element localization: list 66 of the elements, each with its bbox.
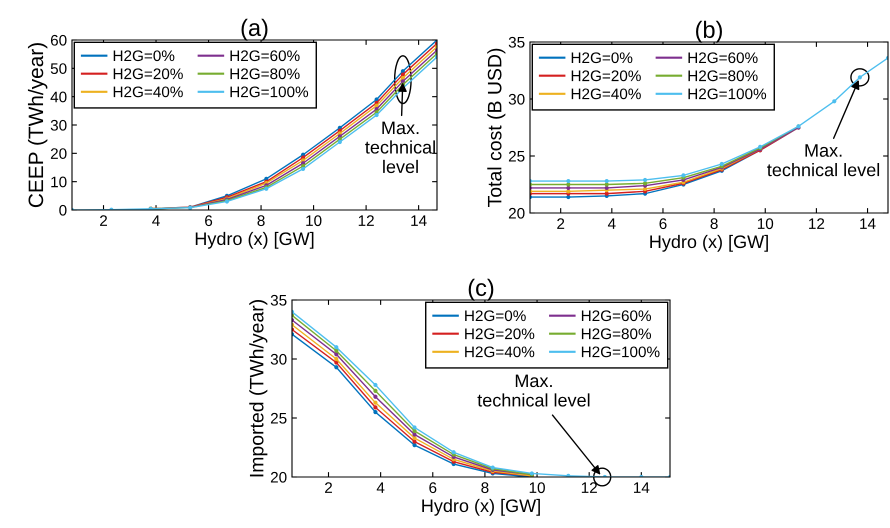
- x-tick-label: 6: [660, 218, 667, 230]
- y-tick-label: 20: [270, 472, 287, 483]
- x-tick-label: 8: [481, 482, 488, 494]
- x-tick-label: 10: [530, 482, 545, 494]
- annotation: Max. technical level: [477, 374, 590, 407]
- legend-label: H2G=20%: [572, 70, 641, 82]
- y-axis-title: Total cost (B USD): [487, 48, 506, 208]
- x-axis-title: Hydro (x) [GW]: [196, 232, 314, 249]
- legend-label: H2G=100%: [688, 88, 766, 100]
- legend-label: H2G=60%: [688, 52, 758, 64]
- chart-title: (c): [468, 278, 494, 301]
- y-tick-label: 30: [508, 94, 525, 105]
- x-tick-label: 12: [582, 482, 597, 493]
- legend-label: H2G=40%: [114, 86, 183, 98]
- x-tick-label: 4: [152, 215, 160, 226]
- legend-label: H2G=40%: [465, 346, 534, 358]
- x-tick-label: 12: [809, 218, 824, 229]
- chart-title: (a): [242, 18, 268, 41]
- y-tick-label: 20: [508, 208, 525, 219]
- x-tick-label: 14: [411, 215, 427, 226]
- x-tick-label: 14: [634, 482, 650, 493]
- y-axis-title: Imported (TWh/year): [249, 300, 268, 476]
- x-tick-label: 10: [306, 215, 322, 226]
- x-tick-label: 2: [325, 482, 332, 493]
- y-tick-label: 25: [270, 412, 286, 424]
- legend-label: H2G=0%: [114, 50, 174, 62]
- x-tick-label: 4: [376, 482, 384, 493]
- chart-title: (b): [696, 20, 722, 43]
- legend-label: H2G=0%: [572, 52, 632, 64]
- y-tick-label: 0: [59, 204, 67, 216]
- legend-label: H2G=20%: [114, 68, 183, 80]
- legend-label: H2G=0%: [465, 310, 526, 322]
- legend-label: H2G=40%: [572, 88, 641, 100]
- x-tick-label: 12: [358, 215, 374, 226]
- legend-label: H2G=20%: [465, 328, 534, 340]
- y-tick-label: 40: [50, 92, 67, 102]
- x-tick-label: 2: [557, 218, 564, 229]
- annotation: Max. technical level: [767, 144, 880, 176]
- y-tick-label: 10: [51, 176, 67, 188]
- x-tick-label: 8: [257, 215, 265, 226]
- legend-label: H2G=80%: [688, 70, 758, 82]
- y-tick-label: 60: [50, 34, 67, 46]
- legend-label: H2G=100%: [582, 346, 660, 358]
- x-tick-label: 8: [710, 218, 718, 230]
- y-axis-title: CEEP (TWh/year): [28, 43, 48, 208]
- y-tick-label: 50: [50, 63, 67, 74]
- y-tick-label: 35: [508, 36, 524, 48]
- x-axis-title: Hydro (x) [GW]: [650, 234, 768, 252]
- y-tick-label: 30: [270, 354, 287, 365]
- x-axis-title: Hydro (x) [GW]: [422, 498, 540, 516]
- x-tick-label: 14: [860, 218, 876, 229]
- y-tick-label: 20: [50, 148, 67, 160]
- x-tick-label: 4: [608, 218, 616, 229]
- x-tick-label: 10: [758, 218, 774, 230]
- legend-label: H2G=80%: [582, 328, 652, 340]
- y-tick-label: 30: [50, 120, 67, 131]
- y-tick-label: 35: [270, 294, 286, 306]
- legend-label: H2G=60%: [582, 310, 652, 322]
- annotation: Max. technical level: [365, 122, 435, 174]
- legend-label: H2G=60%: [230, 50, 300, 62]
- x-tick-label: 6: [205, 215, 212, 226]
- x-tick-label: 6: [429, 482, 436, 494]
- x-tick-label: 2: [100, 215, 107, 226]
- legend-label: H2G=100%: [230, 86, 308, 98]
- y-tick-label: 25: [508, 150, 524, 162]
- legend-label: H2G=80%: [230, 68, 300, 80]
